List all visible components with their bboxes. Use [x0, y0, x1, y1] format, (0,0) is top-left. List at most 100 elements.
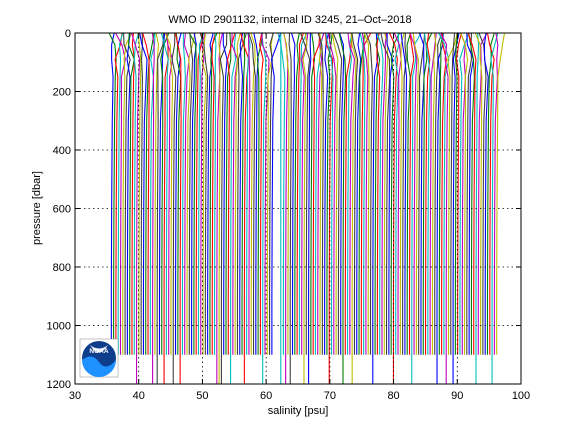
salinity-profile-line — [365, 32, 373, 355]
salinity-profile-line — [139, 32, 148, 355]
salinity-profile-line — [327, 32, 337, 355]
salinity-profile-line — [324, 32, 334, 384]
salinity-profile-line — [250, 32, 256, 355]
salinity-profile-line — [376, 32, 384, 355]
y-tick-label: 1200 — [47, 379, 71, 391]
salinity-profile-line — [115, 32, 126, 355]
y-tick-label: 200 — [53, 87, 71, 99]
salinity-profile-line — [248, 32, 256, 355]
salinity-profile-line — [338, 32, 347, 384]
plot-area: 30 40 50 60 70 80 90 100 0 200 400 600 800 1000 1200 — [47, 28, 531, 402]
salinity-profile-line — [122, 32, 133, 355]
salinity-profile-line — [359, 32, 366, 355]
salinity-profile-line — [436, 32, 444, 384]
salinity-profile-line — [386, 32, 394, 355]
salinity-profile-line — [246, 32, 251, 355]
salinity-profile-line — [409, 32, 418, 355]
salinity-profile-line — [441, 32, 447, 355]
salinity-profile-line — [468, 32, 475, 355]
salinity-profile-line — [151, 32, 155, 384]
salinity-profile-line — [317, 32, 325, 355]
chart-title: WMO ID 2901132, internal ID 3245, 21–Oct… — [168, 14, 411, 26]
salinity-profile-line — [412, 32, 419, 355]
salinity-profile-line — [438, 32, 450, 355]
salinity-profile-line — [440, 32, 449, 384]
salinity-profile-line — [258, 32, 264, 355]
salinity-profile-line — [350, 32, 357, 384]
salinity-profile-line — [402, 32, 407, 355]
salinity-profile-line — [454, 32, 459, 355]
y-tick-label: 0 — [65, 28, 71, 40]
salinity-profile-line — [131, 32, 136, 355]
salinity-profile-line — [199, 32, 209, 355]
salinity-profile-line — [288, 32, 292, 384]
salinity-profile-line — [466, 32, 474, 355]
salinity-profile-line — [394, 32, 400, 355]
salinity-profile-line — [332, 32, 343, 355]
salinity-profile-line — [154, 32, 159, 355]
salinity-profile-line — [253, 32, 259, 355]
salinity-profile-line — [324, 32, 329, 355]
salinity-profile-line — [175, 32, 182, 355]
x-tick-label: 60 — [260, 390, 272, 402]
salinity-profile-line — [376, 32, 381, 355]
salinity-profile-line — [456, 32, 462, 355]
salinity-profile-line — [331, 32, 339, 355]
salinity-profile-line — [195, 32, 203, 355]
salinity-profile-line — [236, 32, 247, 355]
grid-lines — [75, 33, 521, 384]
salinity-profile-line — [127, 32, 135, 355]
salinity-profile-line — [171, 32, 177, 384]
salinity-profile-line — [197, 32, 205, 355]
salinity-profile-line — [363, 32, 370, 355]
salinity-profile-line — [347, 32, 356, 355]
salinity-profile-line — [294, 32, 300, 355]
salinity-profile-line — [247, 32, 251, 355]
salinity-profile-line — [160, 32, 170, 355]
salinity-profile-line — [318, 32, 323, 355]
salinity-profile-line — [269, 32, 274, 355]
y-axis: 0 200 400 600 800 1000 1200 — [47, 28, 521, 391]
salinity-profile-line — [298, 32, 308, 355]
x-axis-title: salinity [psu] — [268, 405, 329, 417]
salinity-profile-line — [381, 32, 387, 355]
salinity-profile-line — [475, 32, 480, 384]
salinity-profile-line — [188, 32, 194, 355]
salinity-profile-line — [490, 32, 499, 384]
x-tick-label: 50 — [196, 390, 208, 402]
salinity-profile-line — [483, 32, 489, 355]
x-tick-label: 80 — [387, 390, 399, 402]
salinity-profile-line — [156, 32, 165, 384]
salinity-profile-line — [308, 32, 312, 384]
salinity-profile-line — [117, 32, 124, 355]
salinity-profile-line — [164, 32, 174, 355]
salinity-profile-line — [186, 32, 196, 355]
y-tick-label: 400 — [53, 145, 71, 157]
salinity-profile-line — [434, 32, 443, 355]
x-tick-label: 40 — [133, 390, 145, 402]
salinity-profile-line — [312, 32, 321, 355]
salinity-profile-line — [270, 32, 282, 355]
salinity-profile-line — [219, 32, 228, 384]
salinity-profile-line — [493, 32, 499, 355]
salinity-profile-line — [261, 32, 270, 355]
salinity-profile-line — [163, 32, 169, 384]
salinity-profile-line — [174, 32, 182, 384]
salinity-profile-line — [296, 32, 304, 355]
salinity-profile-line — [400, 32, 408, 355]
y-tick-label: 800 — [53, 262, 71, 274]
salinity-profile-line — [239, 32, 244, 355]
salinity-profile-line — [300, 32, 311, 355]
salinity-profile-line — [230, 32, 237, 384]
salinity-profile-line — [283, 32, 290, 355]
x-axis: 30 40 50 60 70 80 90 100 — [69, 33, 530, 402]
x-tick-label: 90 — [451, 390, 463, 402]
salinity-profile-line — [450, 32, 456, 355]
salinity-profile-line — [131, 32, 141, 384]
salinity-profile-line — [425, 32, 431, 355]
salinity-profile-line — [188, 32, 197, 355]
salinity-profile-line — [183, 32, 190, 355]
salinity-profile-line — [142, 32, 150, 355]
salinity-profile-line — [317, 32, 324, 355]
